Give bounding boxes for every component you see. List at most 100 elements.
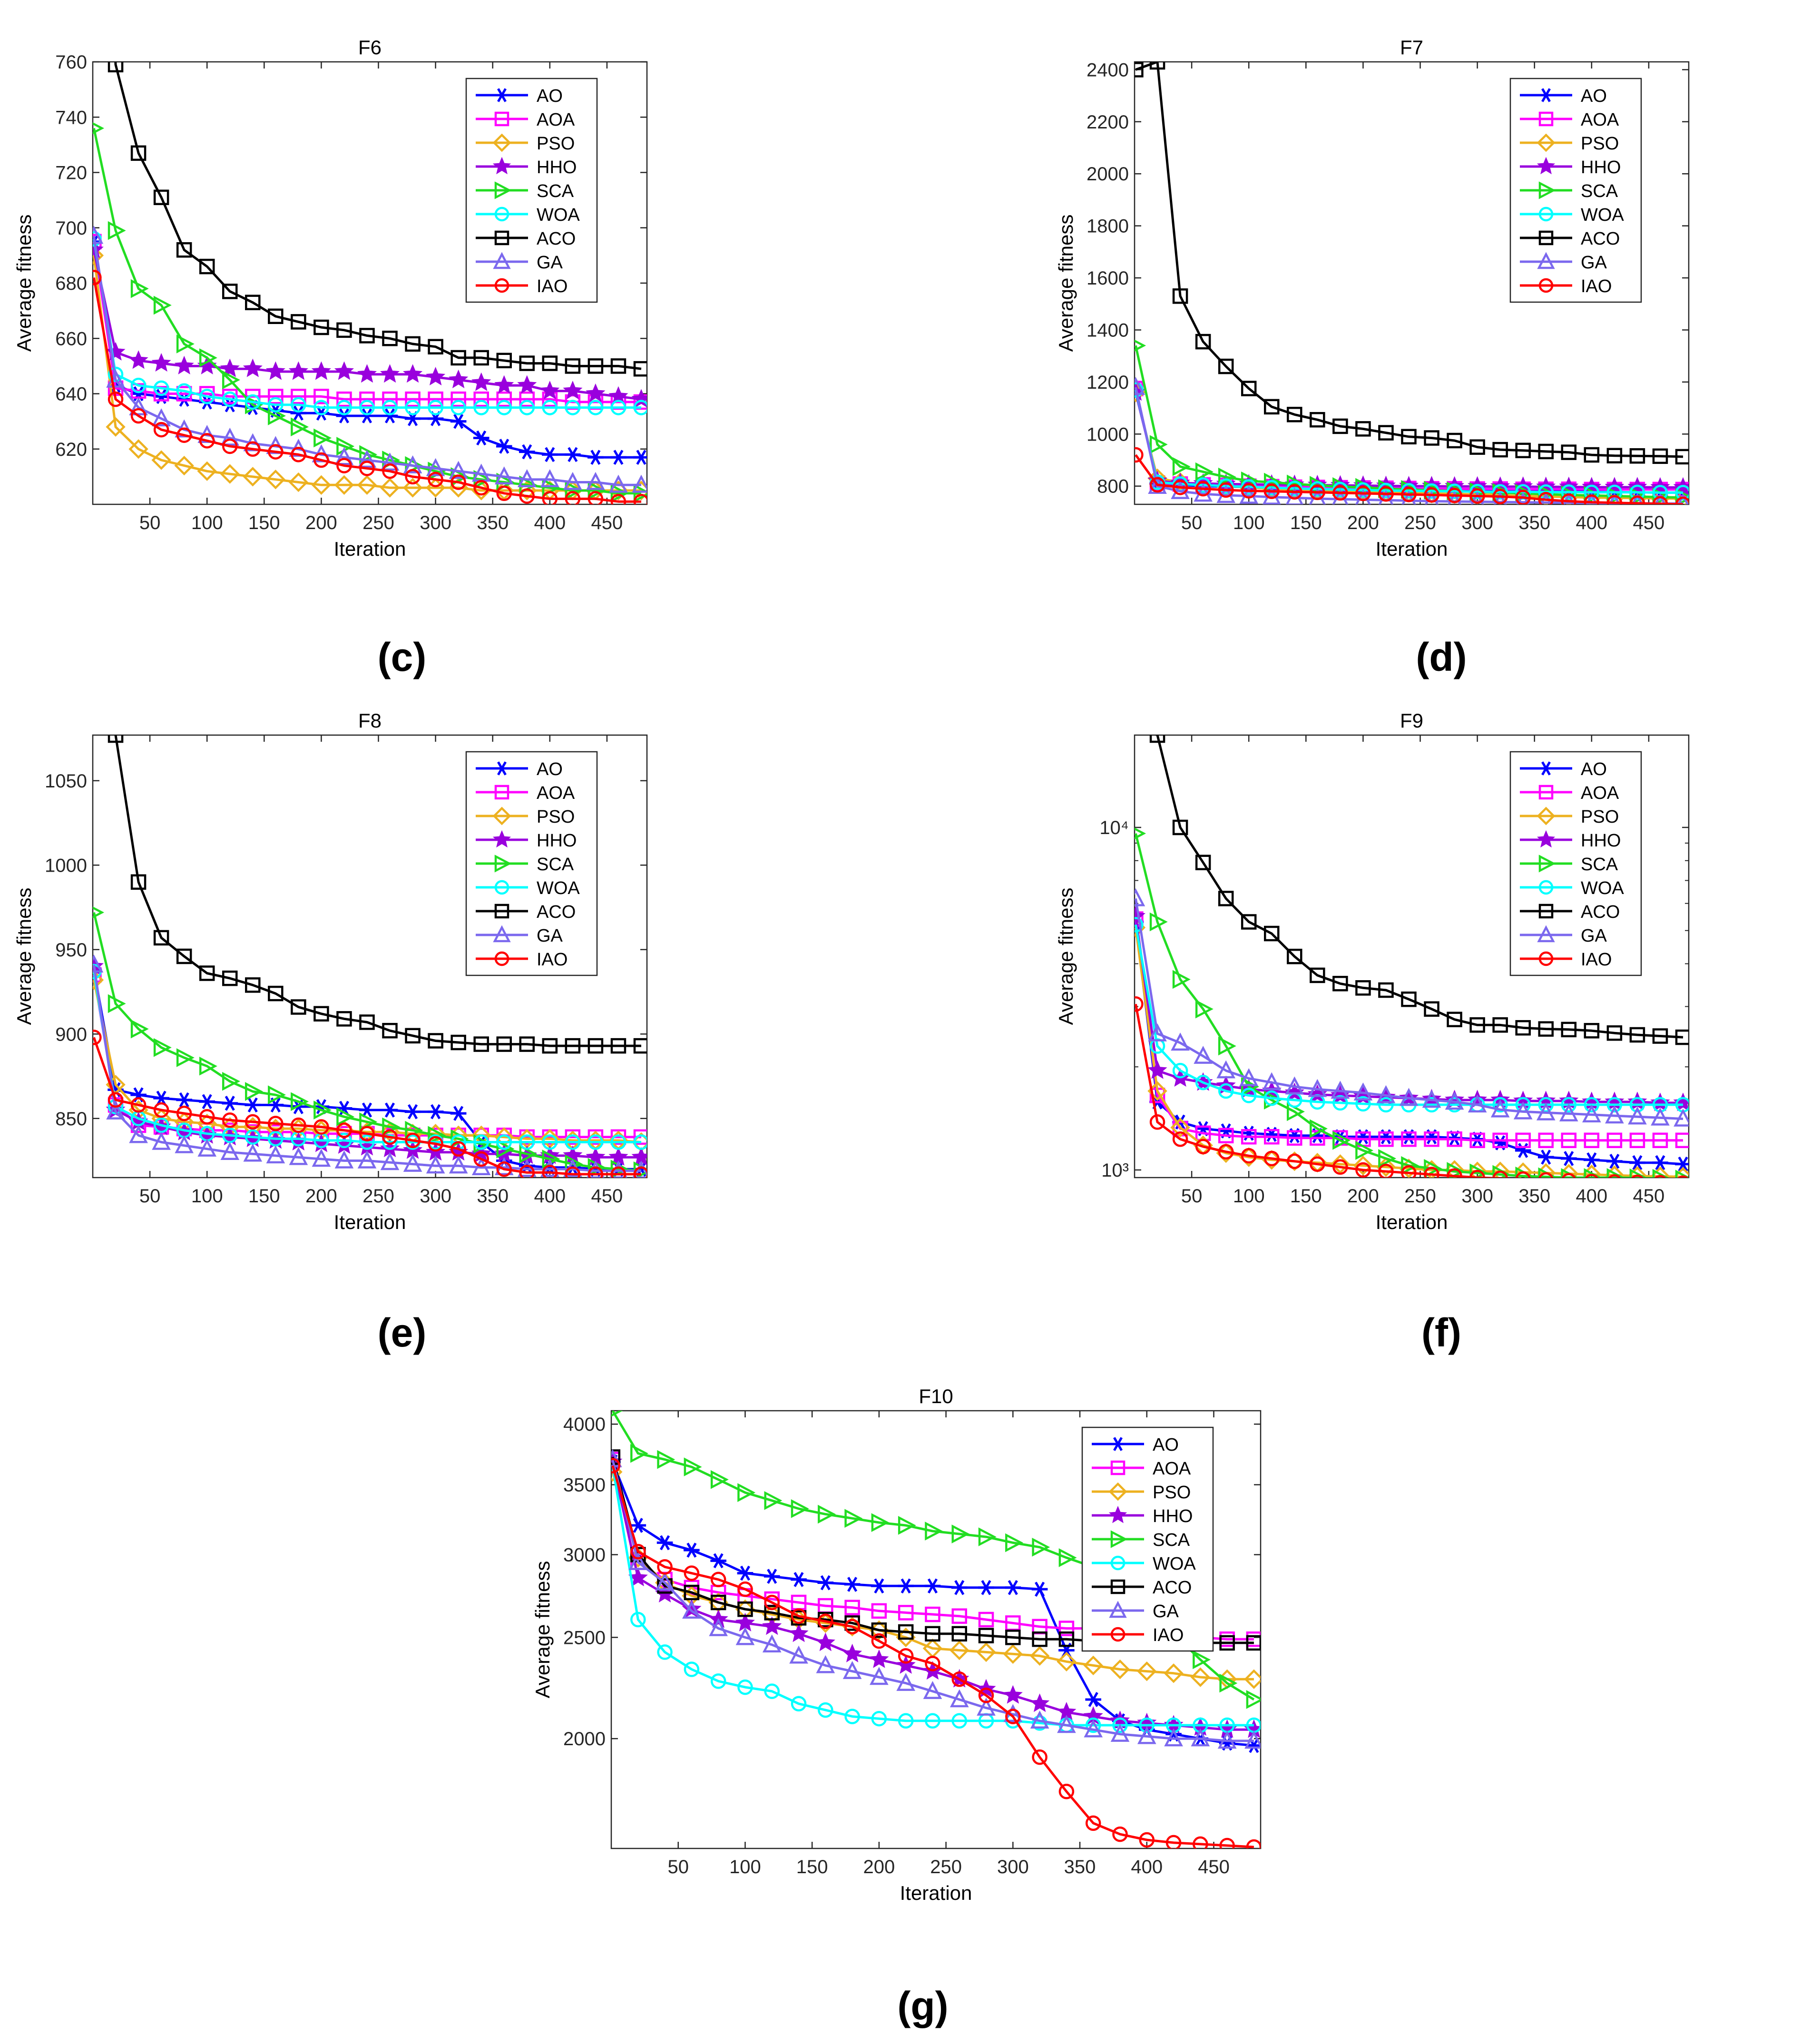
marker-star <box>586 383 606 402</box>
marker-asterisk <box>359 408 375 423</box>
marker-triangle-up <box>1135 888 1145 906</box>
marker-star <box>494 375 514 394</box>
marker-square <box>1675 449 1689 465</box>
y-axis: 10³ 10⁴ <box>1099 817 1689 1181</box>
marker-triangle-up <box>1217 1730 1237 1749</box>
marker-triangle-up <box>1057 1715 1076 1733</box>
series-line-iao <box>93 1037 641 1176</box>
marker-square <box>1492 1132 1508 1149</box>
marker-triangle-right <box>1263 472 1282 492</box>
marker-asterisk-stroke <box>179 1092 189 1108</box>
legend-label: PSO <box>537 134 575 154</box>
x-tick-label: 250 <box>930 1857 962 1877</box>
marker-asterisk <box>898 1578 914 1594</box>
marker-circle <box>1195 1074 1211 1091</box>
marker-triangle-up <box>1191 1728 1210 1747</box>
marker-triangle-up <box>380 1152 400 1170</box>
marker-circle <box>1378 486 1394 502</box>
marker-square <box>1515 442 1531 459</box>
series-ga <box>611 1449 1261 1749</box>
x-tick-label: 450 <box>591 512 623 533</box>
marker-square <box>1287 949 1302 964</box>
marker-circle <box>1561 1097 1577 1113</box>
marker-circle <box>1172 1062 1188 1079</box>
series-line-aco <box>1135 62 1684 458</box>
marker-diamond <box>1673 1167 1689 1178</box>
marker-triangle-up <box>1109 1601 1127 1618</box>
marker-diamond <box>1353 1156 1373 1176</box>
marker-asterisk-stroke <box>740 1565 751 1581</box>
marker-diamond <box>243 467 263 487</box>
marker-square <box>494 904 509 919</box>
marker-circle <box>1538 206 1554 222</box>
marker-diamond <box>1537 133 1556 152</box>
marker-square <box>1538 785 1554 800</box>
marker-square <box>153 189 169 206</box>
marker-circle <box>268 1116 284 1131</box>
marker-triangle-right <box>494 855 512 873</box>
marker-triangle-up <box>762 1634 782 1653</box>
legend-label: GA <box>537 253 563 273</box>
marker-triangle-right <box>494 181 512 199</box>
marker-triangle-up <box>1537 252 1555 269</box>
marker-asterisk <box>290 405 307 421</box>
legend-item-iao: IAO <box>1520 276 1612 296</box>
marker-triangle-up <box>1148 1023 1167 1042</box>
legend-item-aco: ACO <box>476 229 576 249</box>
marker-triangle-up <box>628 1552 648 1570</box>
marker-square <box>519 391 535 407</box>
marker-asterisk-stroke <box>954 1580 965 1595</box>
marker-square <box>1538 904 1554 919</box>
marker-circle <box>587 1134 604 1150</box>
marker-asterisk-stroke <box>636 450 646 465</box>
marker-square <box>87 689 100 703</box>
x-tick-label: 350 <box>477 512 509 533</box>
marker-triangle-up <box>1285 1076 1304 1095</box>
marker-asterisk-stroke <box>633 1518 643 1533</box>
marker-asterisk <box>1606 1153 1623 1169</box>
marker-star <box>403 364 423 383</box>
marker-circle <box>1195 1139 1211 1155</box>
marker-triangle-up <box>1135 377 1145 395</box>
marker-circle <box>1218 1083 1234 1099</box>
marker-star <box>449 369 469 388</box>
marker-circle <box>336 1122 352 1138</box>
x-tick-label: 400 <box>1576 1186 1607 1207</box>
marker-square <box>1469 1132 1485 1149</box>
marker-triangle-right <box>1005 1533 1023 1553</box>
marker-triangle-right <box>199 348 217 367</box>
marker-triangle-up <box>1030 1710 1049 1729</box>
marker-triangle-up <box>357 1150 377 1169</box>
marker-triangle-up <box>152 408 171 427</box>
series-line-iao <box>1135 1003 1513 1178</box>
marker-circle <box>587 491 604 504</box>
marker-square <box>1561 1022 1577 1038</box>
marker-star <box>357 364 377 383</box>
series-woa <box>93 231 647 415</box>
marker-triangle-right <box>1149 912 1168 932</box>
marker-square <box>1447 1012 1462 1027</box>
legend-item-sca: SCA <box>1520 181 1618 201</box>
marker-square <box>1561 444 1577 460</box>
marker-circle <box>844 1709 860 1724</box>
marker-square <box>1469 439 1485 455</box>
marker-triangle-right <box>93 122 105 135</box>
marker-triangle-right <box>199 1056 217 1076</box>
marker-triangle-right <box>1606 1168 1625 1178</box>
marker-diamond <box>220 464 240 484</box>
series-group <box>93 62 647 504</box>
marker-asterisk <box>427 1104 444 1120</box>
marker-square <box>1149 735 1165 743</box>
marker-circle <box>610 1166 627 1178</box>
y-tick-label: 950 <box>55 940 87 961</box>
legend-item-hho: HHO <box>476 157 577 177</box>
x-tick-label: 250 <box>1404 1186 1436 1207</box>
marker-triangle-right <box>1172 457 1191 476</box>
marker-triangle-right <box>1032 1537 1050 1557</box>
marker-triangle-up <box>220 427 240 446</box>
marker-square <box>633 361 647 377</box>
legend-label: AOA <box>1153 1459 1191 1479</box>
marker-diamond <box>1135 917 1146 938</box>
marker-circle <box>519 1134 535 1150</box>
marker-asterisk-stroke <box>1586 1152 1597 1168</box>
